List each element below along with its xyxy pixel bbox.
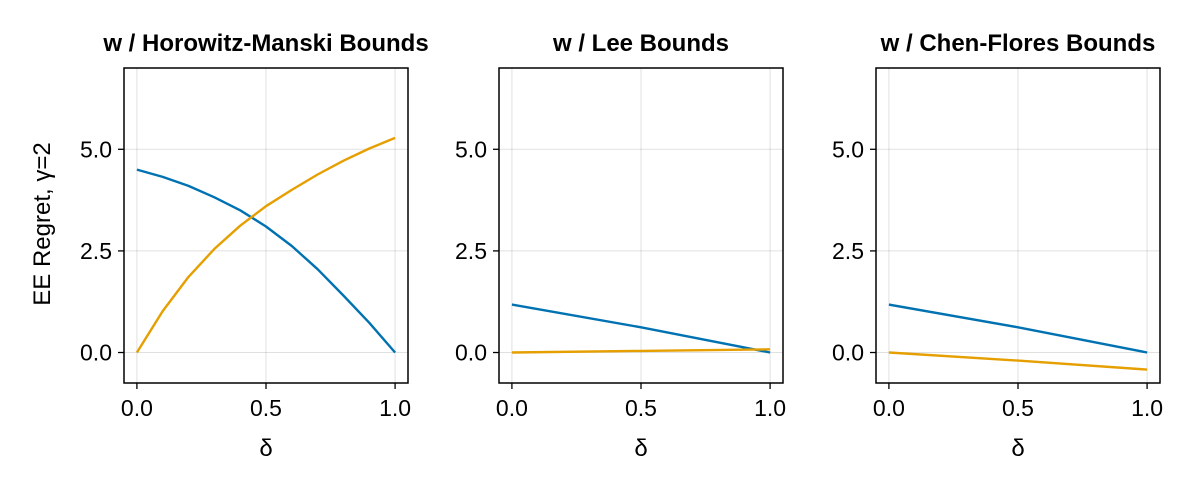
x-axis-label: δ bbox=[634, 435, 647, 462]
series-line-2 bbox=[135, 136, 396, 354]
x-tick-label: 0.0 bbox=[121, 395, 153, 421]
panel-title: w / Horowitz-Manski Bounds bbox=[102, 30, 428, 57]
x-tick-label: 1.0 bbox=[1131, 395, 1163, 421]
y-axis-label: EE Regret, γ=2 bbox=[29, 142, 56, 305]
chart-panel-3: w / Chen-Flores Bounds 0.0 0.5 1.0 0.0 2.5 5.0… bbox=[832, 30, 1163, 462]
series-line-2 bbox=[511, 348, 771, 354]
x-tick-label: 0.5 bbox=[250, 395, 282, 421]
y-tick-label: 5.0 bbox=[455, 136, 487, 162]
y-tick-label: 2.5 bbox=[832, 238, 864, 264]
y-tick-label: 2.5 bbox=[455, 238, 487, 264]
y-tick-label: 5.0 bbox=[80, 136, 112, 162]
y-tick-label: 0.0 bbox=[80, 340, 112, 366]
series-line-1 bbox=[511, 303, 771, 354]
panel-title: w / Chen-Flores Bounds bbox=[880, 30, 1156, 57]
x-tick-label: 0.0 bbox=[496, 395, 528, 421]
x-tick-label: 0.5 bbox=[625, 395, 657, 421]
x-tick-label: 1.0 bbox=[379, 395, 411, 421]
x-tick-label: 0.0 bbox=[873, 395, 905, 421]
chart-panel-1: w / Horowitz-Manski Bounds 0.0 0.5 1.0 0.0 2.… bbox=[80, 30, 429, 462]
y-tick-label: 5.0 bbox=[832, 136, 864, 162]
x-tick-label: 0.5 bbox=[1002, 395, 1034, 421]
x-axis-label: δ bbox=[259, 435, 272, 462]
series-line-2 bbox=[888, 351, 1148, 371]
series-line-1 bbox=[888, 303, 1148, 354]
y-tick-label: 2.5 bbox=[80, 238, 112, 264]
y-tick-label: 0.0 bbox=[832, 340, 864, 366]
panel-title: w / Lee Bounds bbox=[552, 30, 729, 57]
y-tick-label: 0.0 bbox=[455, 340, 487, 366]
series-line-1 bbox=[136, 168, 397, 354]
x-tick-label: 1.0 bbox=[754, 395, 786, 421]
chart-panel-2: w / Lee Bounds 0.0 0.5 1.0 0.0 2.5 5.0 δ bbox=[455, 30, 786, 462]
x-axis-label: δ bbox=[1011, 435, 1024, 462]
